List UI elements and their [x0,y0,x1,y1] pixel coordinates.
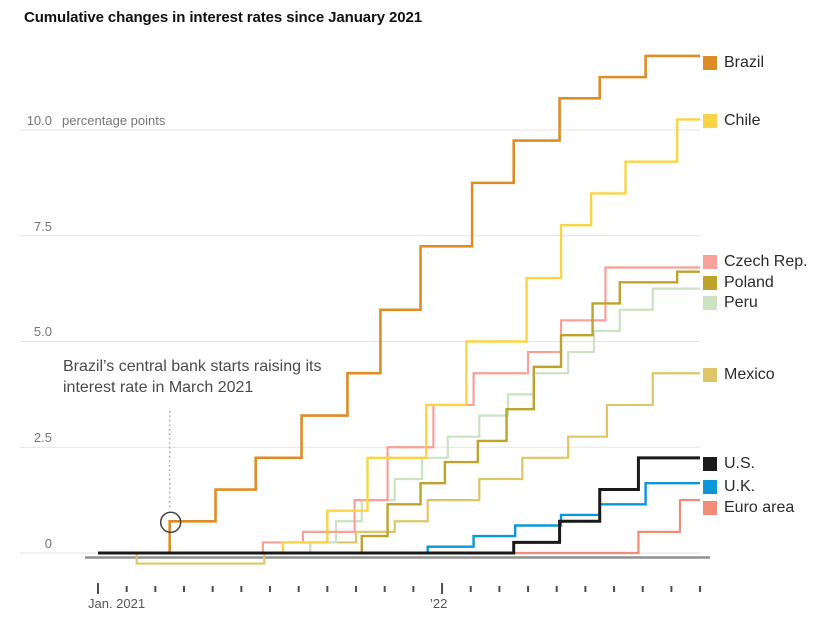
series-line-euro-area [98,499,700,555]
annotation-line-1: Brazil’s central bank starts raising its [63,358,322,375]
series-line-brazil [98,54,700,555]
y-tick-label: 5.0 [33,324,52,339]
legend-label: Poland [724,274,774,291]
series-line-poland [98,270,700,555]
legend-label: Euro area [724,499,795,516]
y-tick-label: 2.5 [33,430,52,445]
legend-swatch [703,480,717,494]
series-line-czech-rep- [98,266,700,555]
legend-swatch [703,501,717,515]
legend-swatch [703,56,717,70]
y-axis-label-7-5: 7.5 [20,219,52,234]
x-axis-label-22: ’22 [430,596,448,611]
annotation-circle-marker [159,511,182,534]
y-axis-label-0: 0 [20,536,52,551]
legend-item-chile: Chile [703,112,760,130]
chart-title: Cumulative changes in interest rates sin… [24,9,423,26]
y-axis-label-2-5: 2.5 [20,430,52,445]
legend-item-czech-rep-: Czech Rep. [703,253,808,271]
series-line-peru [98,287,700,555]
legend-label: Czech Rep. [724,253,808,270]
legend-label: Peru [724,294,758,311]
legend-label: U.S. [724,455,756,472]
legend-item-euro-area: Euro area [703,499,794,517]
legend-item-peru: Peru [703,294,758,312]
legend-swatch [703,296,717,310]
y-tick-label: 7.5 [33,219,52,234]
legend-swatch [703,276,717,290]
series-line-mexico [98,372,700,565]
legend-label: Mexico [724,366,775,383]
legend-swatch [703,457,717,471]
legend-label: Brazil [724,54,765,71]
legend-swatch [703,368,717,382]
x-axis-label-jan-2021: Jan. 2021 [88,596,146,611]
legend-item-mexico: Mexico [703,366,775,384]
y-axis-unit: percentage points [62,113,166,128]
series-line-u-k- [98,482,700,555]
y-tick-label: 0 [44,536,52,551]
legend-swatch [703,114,717,128]
legend-item-u-s-: U.S. [703,455,755,473]
y-axis-label-10: 10.0 percentage points [20,113,166,128]
y-axis-label-5: 5.0 [20,324,52,339]
annotation-text: Brazil’s central bank starts raising its… [63,356,321,398]
legend-item-poland: Poland [703,274,774,292]
y-tick-label: 10.0 [26,113,52,128]
legend-item-u-k-: U.K. [703,478,755,496]
series-line-chile [98,118,700,555]
legend-label: Chile [724,112,761,129]
series-line-u-s- [98,456,700,555]
annotation-line-2: interest rate in March 2021 [63,379,254,396]
legend-label: U.K. [724,478,756,495]
legend-item-brazil: Brazil [703,54,764,72]
legend-swatch [703,255,717,269]
